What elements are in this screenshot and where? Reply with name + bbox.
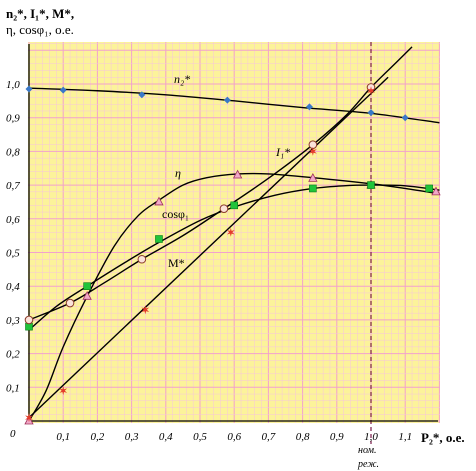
- x-axis-title: P₂*, о.е.: [421, 430, 465, 445]
- data-point-m: [59, 386, 68, 396]
- origin-label: 0: [10, 428, 16, 440]
- data-point-m: [141, 305, 150, 315]
- data-point-cos: [230, 201, 238, 210]
- series-line-eta: [28, 172, 440, 422]
- data-point-n2: [223, 96, 231, 104]
- data-point-m: [367, 86, 375, 96]
- y-tick-label: 0,2: [6, 349, 20, 361]
- x-tick-label: 0,5: [193, 431, 207, 443]
- data-point-eta: [154, 196, 164, 206]
- data-point-i1: [137, 254, 147, 264]
- y-tick-label: 0,9: [6, 113, 20, 125]
- data-point-eta: [232, 169, 243, 179]
- data-point-i1: [65, 298, 75, 308]
- series-label-m: M*: [168, 256, 185, 270]
- data-point-n2: [25, 85, 33, 93]
- data-point-n2: [367, 109, 375, 117]
- x-tick-label: 0,7: [262, 431, 276, 443]
- data-point-i1: [219, 204, 229, 213]
- series-label-eta: η: [175, 166, 181, 180]
- nominal-label-line2: реж.: [357, 459, 379, 470]
- data-point-n2: [305, 103, 313, 111]
- tick-labels: 0,1 0,2 0,3 0,4 0,5 0,6 0,7 0,8 0,9 1,0 1,1 0,1 0,2 0…: [6, 79, 412, 443]
- data-point-n2: [138, 91, 146, 99]
- data-point-i1: [24, 315, 34, 325]
- x-tick-label: 0,9: [330, 431, 344, 443]
- data-point-n2: [401, 114, 409, 122]
- series-line-m: [28, 76, 389, 419]
- x-tick-label: 1,0: [364, 431, 378, 443]
- x-tick-label: 0,2: [91, 431, 105, 443]
- markers: [24, 83, 441, 425]
- data-point-cos: [155, 235, 163, 243]
- series-label-cos: cosφ₁: [162, 207, 189, 221]
- data-point-m: [25, 413, 33, 423]
- x-tick-label: 0,8: [296, 431, 310, 443]
- series-label-n2: n₂*: [174, 72, 190, 86]
- y-axis-title-line1: n₂*, I₁*, M*,: [6, 6, 74, 21]
- data-point-eta: [308, 173, 318, 182]
- data-point-eta: [82, 290, 92, 300]
- nominal-label-line1: ном.: [358, 445, 376, 456]
- y-tick-label: 0,5: [6, 248, 20, 260]
- y-tick-label: 0,6: [6, 214, 20, 226]
- y-tick-label: 0,7: [6, 180, 20, 192]
- axes: [28, 44, 438, 422]
- x-tick-label: 0,6: [227, 431, 241, 443]
- data-point-cos: [83, 282, 91, 291]
- y-tick-label: 1,0: [6, 79, 20, 91]
- data-point-n2: [59, 86, 67, 94]
- data-point-m: [309, 146, 317, 156]
- y-tick-label: 0,8: [6, 146, 20, 158]
- x-tick-label: 1,1: [398, 431, 412, 443]
- y-tick-label: 0,1: [6, 382, 20, 394]
- x-tick-label: 0,3: [125, 431, 139, 443]
- data-point-cos: [367, 181, 375, 189]
- data-point-cos: [309, 184, 317, 193]
- y-tick-label: 0,3: [6, 315, 20, 327]
- y-tick-label: 0,4: [6, 281, 20, 293]
- data-point-eta: [431, 186, 441, 196]
- data-point-m: [226, 227, 235, 237]
- y-axis-title-line2: η, cosφ₁, о.е.: [6, 22, 74, 37]
- x-tick-label: 0,4: [159, 431, 173, 443]
- series-label-i1: I₁*: [275, 145, 290, 159]
- data-point-cos: [425, 184, 433, 193]
- x-tick-label: 0,1: [56, 431, 70, 443]
